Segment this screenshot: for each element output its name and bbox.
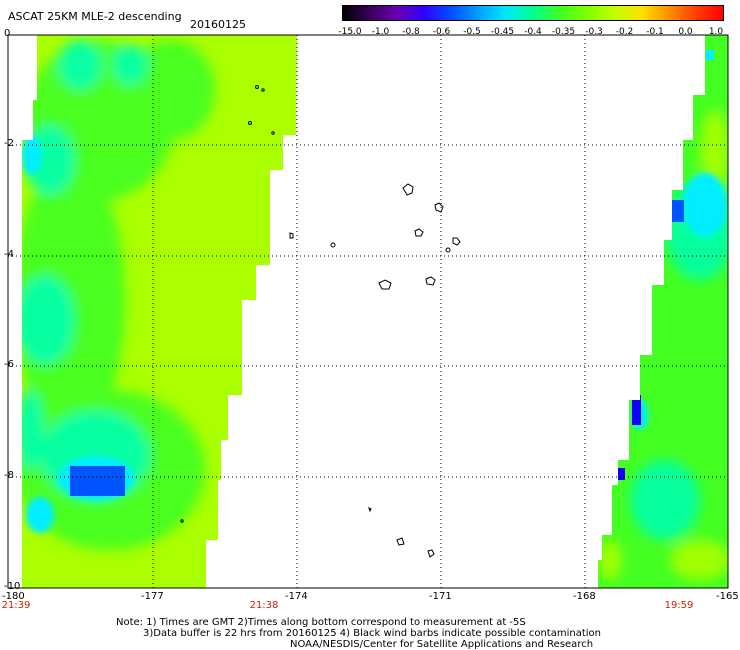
colorbar	[342, 5, 724, 21]
y-tick-label: -2	[4, 138, 14, 149]
x-tick-label: -177	[141, 591, 164, 602]
right-swath	[598, 35, 728, 588]
colorbar-tick-label: -0.4	[524, 27, 542, 37]
y-tick-label: -6	[4, 359, 14, 370]
note-line-1: Note: 1) Times are GMT 2)Times along bot…	[116, 617, 526, 628]
map-date: 20160125	[190, 18, 246, 31]
colorbar-tick-label: 0.0	[678, 27, 693, 37]
map-title: ASCAT 25KM MLE-2 descending	[8, 10, 182, 23]
y-tick-label: -8	[4, 470, 14, 481]
x-tick-label: -165	[716, 591, 738, 602]
time-label-middle: 21:38	[249, 600, 279, 611]
colorbar-tick-label: -15.0	[338, 27, 362, 37]
time-label-right: 19:59	[664, 600, 694, 611]
colorbar-tick-label: 1.0	[708, 27, 724, 37]
y-tick-label: -10	[4, 581, 21, 592]
map-gridlines	[8, 35, 728, 588]
y-tick-label: 0	[4, 28, 11, 39]
time-label-left: 21:39	[1, 600, 31, 611]
note-line-2: 3)Data buffer is 22 hrs from 20160125 4)…	[143, 628, 601, 639]
colorbar-tick-label: -0.1	[646, 27, 664, 37]
colorbar-tick-label: -1.0	[371, 27, 390, 37]
colorbar-tick-label: -0.3	[585, 27, 603, 37]
colorbar-tick-label: -0.5	[463, 27, 481, 37]
colorbar-tick-label: -0.35	[551, 27, 576, 37]
colorbar-tick-label: -0.8	[402, 27, 420, 37]
island-outlines	[180, 85, 461, 558]
left-swath	[22, 35, 297, 588]
x-tick-label: -168	[573, 591, 596, 602]
x-tick-label: -171	[429, 591, 452, 602]
map-frame	[7, 34, 729, 589]
colorbar-tick-label: -0.2	[615, 27, 634, 37]
y-tick-label: -4	[4, 249, 14, 260]
x-tick-label: -174	[285, 591, 308, 602]
colorbar-tick-label: -0.6	[432, 27, 451, 37]
colorbar-tick-label: -0.45	[490, 27, 515, 37]
note-line-3: NOAA/NESDIS/Center for Satellite Applica…	[290, 639, 594, 650]
x-tick-label: -180	[2, 591, 25, 602]
